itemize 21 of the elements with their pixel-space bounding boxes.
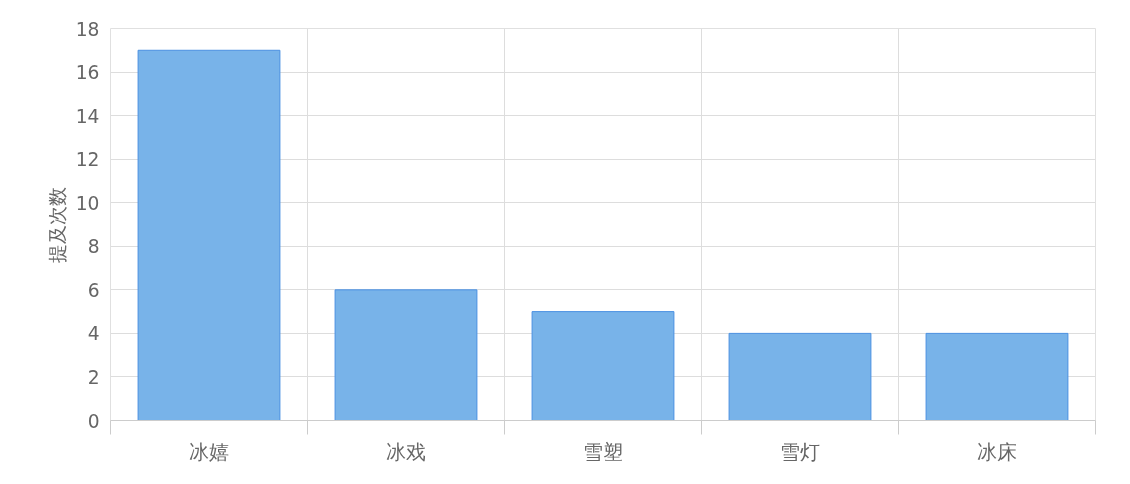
y-tick-label: 10 [75,192,100,214]
y-tick-label: 14 [75,105,100,127]
bar [334,289,478,421]
bar [728,332,872,421]
y-tick-label: 8 [87,236,100,258]
y-tick-label: 2 [87,366,100,388]
y-axis-title: 提及次数 [46,186,68,263]
y-tick-label: 12 [75,149,100,171]
y-tick-label: 16 [75,62,100,84]
bar [531,311,675,421]
x-tick-label: 冰嬉 [189,439,229,464]
x-tick-label: 冰戏 [386,439,426,464]
bar [137,49,281,421]
bar [925,332,1069,421]
y-tick-label: 6 [87,279,100,301]
y-tick-label: 18 [75,18,100,40]
x-tick-label: 冰床 [977,439,1017,464]
y-tick-label: 0 [87,410,100,432]
y-tick-label: 4 [87,323,100,345]
x-tick-label: 雪塑 [583,439,623,464]
x-tick-label: 雪灯 [780,439,820,464]
